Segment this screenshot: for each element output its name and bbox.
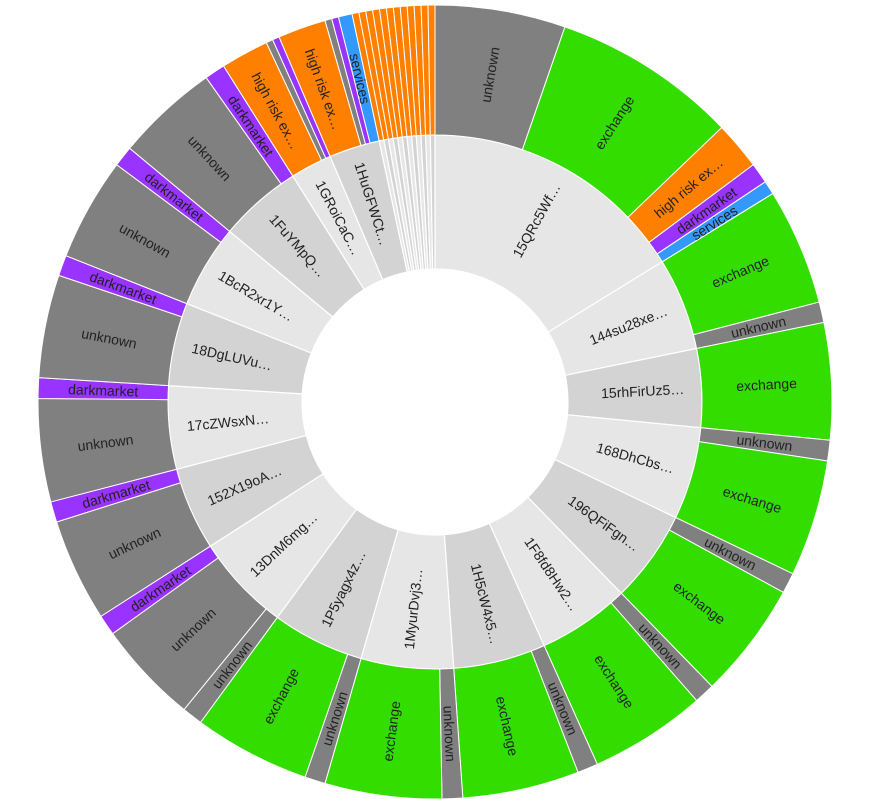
category-label: unknown <box>736 431 794 454</box>
category-label: exchange <box>736 375 798 394</box>
address-label: 17cZWsxN… <box>186 410 270 434</box>
address-label: 15rhFirUz5… <box>601 381 685 401</box>
address-ring <box>167 134 703 670</box>
category-segment[interactable] <box>427 4 436 136</box>
category-label: unknown <box>440 705 458 762</box>
category-label: darkmarket <box>68 381 139 399</box>
category-label: unknown <box>77 431 135 454</box>
category-label: exchange <box>380 700 404 763</box>
category-ring <box>37 4 833 799</box>
